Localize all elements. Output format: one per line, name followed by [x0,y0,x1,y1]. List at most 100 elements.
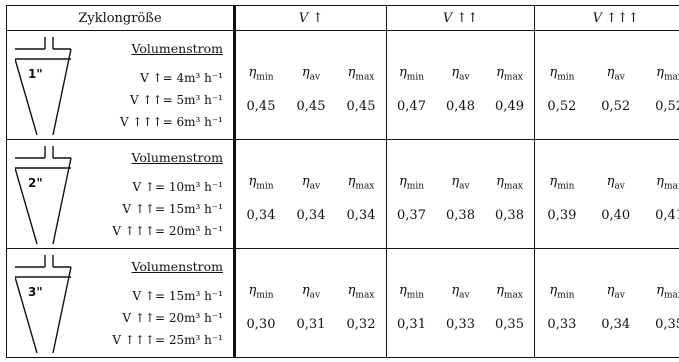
flow-title: Volumenstrom [131,41,223,56]
values-cell-2: ηmin ηav ηmax 0,47 0,48 0,49 [386,30,535,140]
eta-max-label: ηmax [496,174,523,192]
efficiency-values-row: 0,33 0,34 0,35 [535,317,679,332]
flow-rate-mid: V ↑↑= 5m³ h⁻¹ [130,93,223,107]
efficiency-value-max: 0,32 [346,317,376,332]
eta-min-label: ηmin [398,283,424,301]
cyclone-label-cell: 1" Volumenstrom V ↑= 4m³ h⁻¹ V ↑↑= 5m³ h… [6,30,236,140]
eta-max-label: ηmax [496,65,523,83]
efficiency-values-row: 0,45 0,45 0,45 [236,99,386,114]
efficiency-value-min: 0,45 [246,99,276,114]
flow-rate-low: V ↑= 15m³ h⁻¹ [132,289,223,303]
cyclone-group-row: 2" Volumenstrom V ↑= 10m³ h⁻¹ V ↑↑= 15m³… [6,139,679,249]
eta-header-row: ηmin ηav ηmax [236,174,386,192]
eta-max-label: ηmax [496,283,523,301]
values-cell-2: ηmin ηav ηmax 0,37 0,38 0,38 [386,139,535,249]
eta-max-label: ηmax [347,283,375,301]
values-cell-3: ηmin ηav ηmax 0,52 0,52 0,52 [534,30,679,140]
cyclone-icon [15,146,72,244]
eta-av-label: ηav [606,283,625,301]
header-cyclone-size: Zyklongröße [6,5,235,31]
flow-rate-mid: V ↑↑= 15m³ h⁻¹ [122,202,223,216]
eta-av-label: ηav [606,174,625,192]
values-cell-1: ηmin ηav ηmax 0,34 0,34 0,34 [234,139,387,249]
efficiency-value-min: 0,39 [547,208,577,223]
efficiency-value-min: 0,33 [547,317,577,332]
eta-min-label: ηmin [549,283,575,301]
efficiency-value-max: 0,35 [495,317,524,332]
eta-header-row: ηmin ηav ηmax [535,174,679,192]
flow-rate-low: V ↑= 10m³ h⁻¹ [132,180,223,194]
efficiency-values-row: 0,31 0,33 0,35 [387,317,534,332]
eta-header-row: ηmin ηav ηmax [236,65,386,83]
header-flow-mid: V ↑↑ [386,5,535,31]
efficiency-values-row: 0,47 0,48 0,49 [387,99,534,114]
cyclone-icon [15,37,72,135]
eta-min-label: ηmin [549,174,575,192]
efficiency-value-av: 0,34 [601,317,631,332]
values-cell-3: ηmin ηav ηmax 0,39 0,40 0,41 [534,139,679,249]
eta-header-row: ηmin ηav ηmax [236,283,386,301]
eta-max-label: ηmax [656,283,679,301]
eta-max-label: ηmax [656,65,679,83]
cyclone-size-label: 3" [28,285,43,299]
eta-min-label: ηmin [549,65,575,83]
eta-header-row: ηmin ηav ηmax [535,65,679,83]
cyclone-efficiency-table: Zyklongröße V ↑ V ↑↑ V ↑↑↑ 1" Volumenstr… [6,5,679,358]
eta-min-label: ηmin [398,174,424,192]
eta-header-row: ηmin ηav ηmax [387,65,534,83]
efficiency-values-row: 0,39 0,40 0,41 [535,208,679,223]
eta-min-label: ηmin [248,65,274,83]
efficiency-value-min: 0,30 [246,317,276,332]
efficiency-value-max: 0,35 [655,317,679,332]
flow-rate-low: V ↑= 4m³ h⁻¹ [140,71,223,85]
eta-max-label: ηmax [347,174,375,192]
efficiency-value-av: 0,38 [446,208,475,223]
cyclone-size-label: 1" [28,67,43,81]
efficiency-value-max: 0,45 [346,99,376,114]
efficiency-value-max: 0,49 [495,99,524,114]
flow-rate-high: V ↑↑↑= 25m³ h⁻¹ [112,333,223,347]
values-cell-1: ηmin ηav ηmax 0,30 0,31 0,32 [234,248,387,358]
efficiency-value-av: 0,52 [601,99,631,114]
eta-min-label: ηmin [248,174,274,192]
efficiency-value-av: 0,48 [446,99,475,114]
efficiency-values-row: 0,34 0,34 0,34 [236,208,386,223]
flow-rate-high: V ↑↑↑= 20m³ h⁻¹ [112,224,223,238]
flow-rate-mid: V ↑↑= 20m³ h⁻¹ [122,311,223,325]
efficiency-value-max: 0,52 [655,99,679,114]
efficiency-value-max: 0,38 [495,208,524,223]
cyclone-group-row: 3" Volumenstrom V ↑= 15m³ h⁻¹ V ↑↑= 20m³… [6,248,679,358]
efficiency-values-row: 0,37 0,38 0,38 [387,208,534,223]
efficiency-value-av: 0,34 [296,208,326,223]
efficiency-value-min: 0,34 [246,208,276,223]
cyclone-group-row: 1" Volumenstrom V ↑= 4m³ h⁻¹ V ↑↑= 5m³ h… [6,30,679,140]
efficiency-value-av: 0,33 [446,317,475,332]
header-flow-high: V ↑↑↑ [534,5,679,31]
flow-title: Volumenstrom [131,259,223,274]
flow-rate-high: V ↑↑↑= 6m³ h⁻¹ [119,115,223,129]
eta-av-label: ηav [451,174,470,192]
values-cell-2: ηmin ηav ηmax 0,31 0,33 0,35 [386,248,535,358]
efficiency-value-av: 0,45 [296,99,326,114]
eta-min-label: ηmin [248,283,274,301]
efficiency-values-row: 0,52 0,52 0,52 [535,99,679,114]
efficiency-value-av: 0,40 [601,208,631,223]
cyclone-size-label: 2" [28,176,43,190]
eta-min-label: ηmin [398,65,424,83]
efficiency-value-min: 0,37 [397,208,426,223]
efficiency-value-min: 0,47 [397,99,426,114]
eta-av-label: ηav [606,65,625,83]
header-flow-low: V ↑ [233,5,387,31]
eta-av-label: ηav [301,283,321,301]
eta-av-label: ηav [301,174,321,192]
eta-av-label: ηav [451,65,470,83]
eta-header-row: ηmin ηav ηmax [387,174,534,192]
eta-max-label: ηmax [347,65,375,83]
eta-header-row: ηmin ηav ηmax [387,283,534,301]
efficiency-value-min: 0,31 [397,317,426,332]
efficiency-value-min: 0,52 [547,99,577,114]
eta-av-label: ηav [451,283,470,301]
values-cell-1: ηmin ηav ηmax 0,45 0,45 0,45 [234,30,387,140]
efficiency-values-row: 0,30 0,31 0,32 [236,317,386,332]
